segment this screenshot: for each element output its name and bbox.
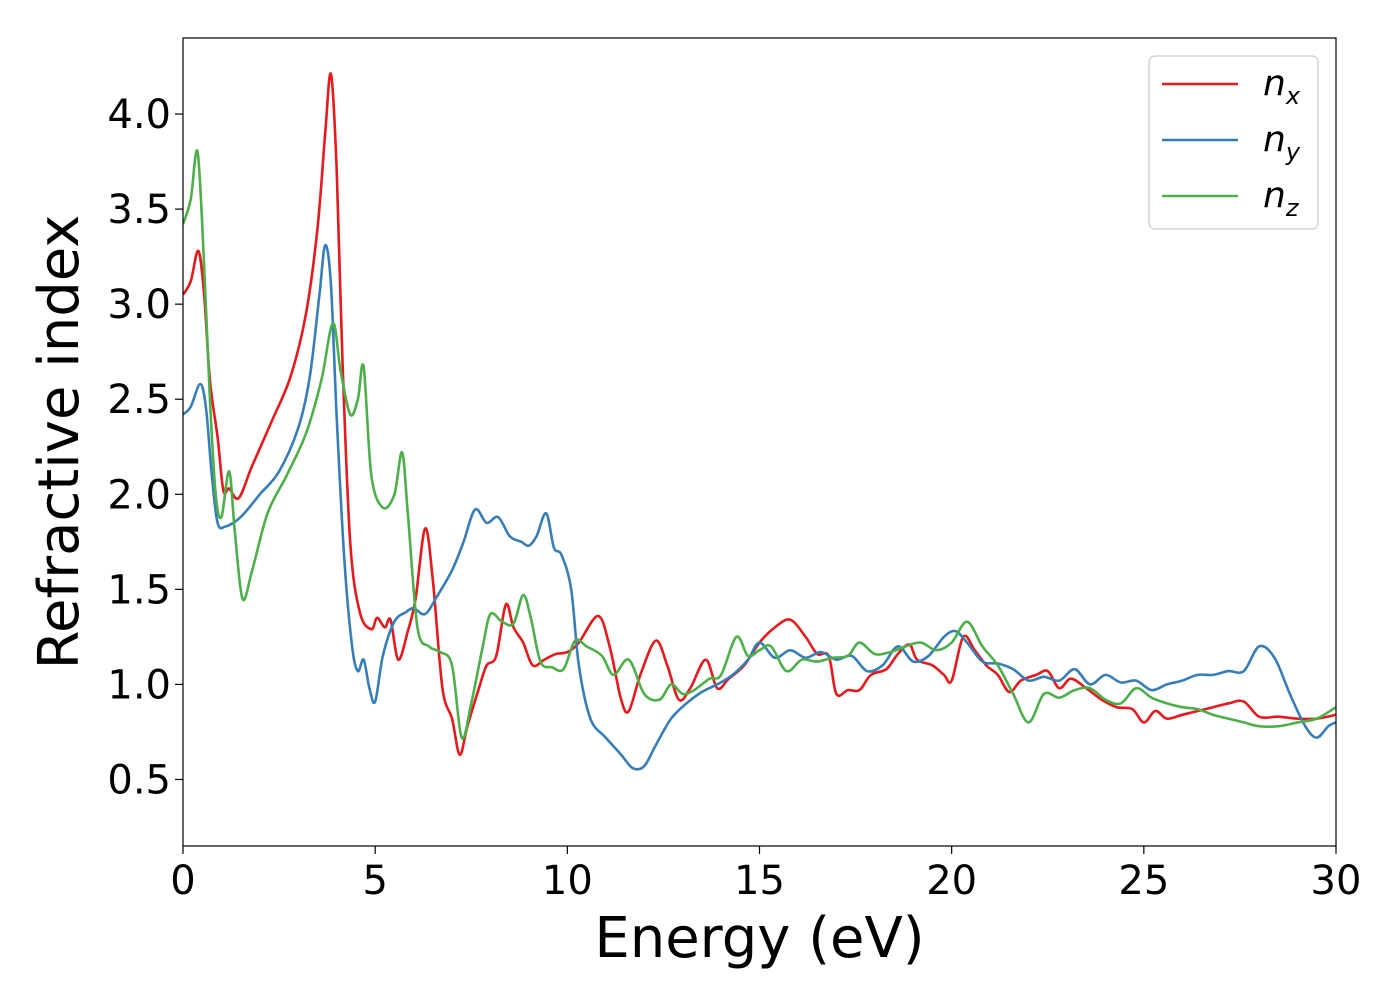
x-tick-label: 10 <box>542 858 593 904</box>
x-axis-label: Energy (eV) <box>594 906 924 971</box>
x-tick-label: 20 <box>926 858 977 904</box>
legend-entry-subscript: z <box>1285 194 1300 222</box>
legend-entry-name: n <box>1263 63 1286 104</box>
x-tick-label: 0 <box>170 858 195 904</box>
series-line-ny <box>183 243 1336 771</box>
legend-entry: nz <box>1263 175 1300 222</box>
legend-entry: nx <box>1263 63 1301 110</box>
x-axis: 0 5 10 15 20 25 30 <box>170 846 1361 904</box>
legend-entry: ny <box>1263 119 1301 166</box>
series-line-nz <box>183 149 1336 740</box>
series-group <box>183 72 1336 771</box>
x-tick-label: 15 <box>734 858 785 904</box>
series-line-nx <box>183 72 1336 757</box>
y-tick-label: 0.5 <box>107 757 171 803</box>
y-tick-label: 4.0 <box>107 92 171 138</box>
y-tick-label: 2.5 <box>107 377 171 423</box>
y-axis-label: Refractive index <box>27 215 92 670</box>
legend-entry-name: n <box>1263 119 1286 160</box>
y-tick-label: 2.0 <box>107 472 171 518</box>
y-tick-label: 3.0 <box>107 282 171 328</box>
y-axis: 0.5 1.0 1.5 2.0 2.5 3.0 3.5 4.0 <box>107 92 183 803</box>
x-tick-label: 25 <box>1118 858 1169 904</box>
y-tick-label: 3.5 <box>107 187 171 233</box>
legend-entry-subscript: y <box>1285 138 1301 166</box>
legend-entry-subscript: x <box>1285 82 1301 110</box>
y-tick-label: 1.0 <box>107 662 171 708</box>
x-tick-label: 5 <box>362 858 387 904</box>
x-tick-label: 30 <box>1311 858 1362 904</box>
legend-box <box>1148 55 1319 230</box>
legend-entry-name: n <box>1263 175 1286 216</box>
y-tick-label: 1.5 <box>107 567 171 613</box>
